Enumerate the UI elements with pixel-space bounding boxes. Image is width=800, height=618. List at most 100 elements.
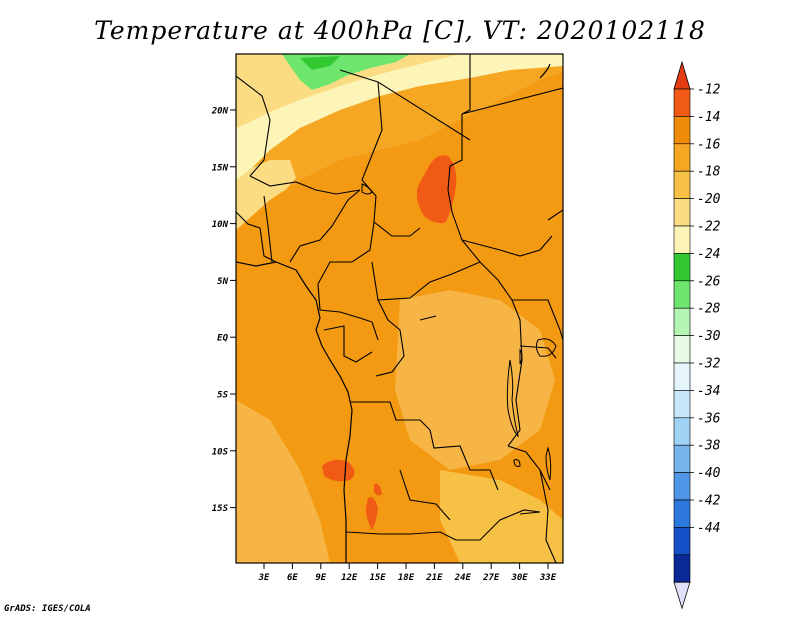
- border-libya-egypt: [377, 81, 471, 141]
- lake-victoria: [535, 338, 557, 357]
- colorbar-label: -40: [697, 466, 721, 481]
- colorbar-label: -22: [697, 220, 721, 235]
- lake-kivu: [519, 348, 523, 365]
- border-cameroon-gabon: [317, 283, 379, 341]
- colorbar-label: -16: [697, 137, 721, 152]
- border-benin: [263, 195, 273, 263]
- country-borders: [236, 54, 563, 563]
- colorbar-label: -38: [697, 439, 721, 454]
- chart-title: Temperature at 400hPa [C], VT: 202010211…: [94, 16, 706, 45]
- colorbar-label: -42: [697, 494, 721, 509]
- lon-tick-label: 33E: [539, 573, 557, 583]
- lat-tick-label: EQ: [217, 334, 228, 344]
- lake-mweru: [513, 459, 521, 467]
- lat-tick-label: 10S: [212, 447, 229, 457]
- hotspot-zambia: [366, 497, 378, 530]
- colorbar-label: -14: [697, 110, 720, 125]
- border-nigeria-cameroon: [289, 189, 361, 263]
- colorbar-swatch: [673, 198, 691, 227]
- band-southwest-light: [236, 400, 330, 563]
- lon-tick-label: 12E: [341, 573, 358, 583]
- lon-tick-label: 3E: [258, 573, 270, 583]
- colorbar-swatch: [673, 170, 691, 199]
- band-light-yellow: [236, 54, 460, 128]
- colorbar-swatch: [673, 417, 691, 446]
- border-drc-angola: [350, 401, 499, 491]
- colorbar-label: -28: [697, 302, 721, 317]
- lake-tanganyika: [506, 359, 519, 438]
- border-niger-nigeria: [249, 175, 361, 195]
- colorbar-swatch: [673, 253, 691, 282]
- colorbar-label: -36: [697, 411, 721, 426]
- colorbar: -12 -14 -16 -18 -20 -22 -24 -26 -28 -30 -32 -34 -36 -…: [673, 60, 721, 610]
- colorbar-swatch: [673, 499, 691, 528]
- border-chad-east: [361, 179, 421, 237]
- lat-tick-label: 15N: [212, 163, 229, 173]
- latitude-axis: 20N 15N 10N 5N EQ 5S 10S 15S: [211, 107, 236, 514]
- coast-red-sea: [539, 63, 551, 79]
- colorbar-swatch: [673, 225, 691, 254]
- lon-tick-label: 18E: [398, 573, 415, 583]
- colorbar-label: -44: [697, 521, 720, 536]
- border-mozambique: [539, 469, 557, 563]
- border-zambia-zimbabwe: [456, 509, 541, 541]
- colorbar-label: -26: [697, 274, 721, 289]
- hotspot-sudan: [416, 155, 457, 224]
- hotspot-zambia-2: [374, 483, 382, 496]
- colorbar-label: -24: [697, 247, 720, 262]
- border-sudan-west: [447, 114, 499, 281]
- lon-tick-label: 24E: [454, 573, 472, 583]
- border-gabon-congo: [323, 325, 373, 363]
- lon-tick-label: 27E: [482, 573, 500, 583]
- colorbar-swatch: [673, 527, 691, 556]
- temperature-fill: [236, 54, 563, 563]
- border-uganda-kenya: [512, 299, 563, 341]
- colorbar-label: -32: [697, 357, 721, 372]
- lake-chad: [361, 183, 373, 195]
- colorbar-swatch: [673, 390, 691, 419]
- border-uganda-south: [519, 345, 557, 359]
- longitude-axis: 3E 6E 9E 12E 15E 18E 21E 24E 27E 30E 33E: [258, 563, 557, 583]
- border-tanzania-south: [507, 445, 551, 491]
- lat-tick-label: 5S: [217, 391, 228, 401]
- lake-tumba: [419, 315, 437, 321]
- lat-tick-label: 20N: [211, 107, 229, 117]
- lon-tick-label: 30E: [510, 573, 528, 583]
- lon-tick-label: 15E: [369, 573, 386, 583]
- colorbar-top-arrow: [673, 60, 691, 90]
- border-kenya-somalia: [547, 209, 563, 221]
- colorbar-swatch: [673, 444, 691, 473]
- colorbar-swatch: [673, 116, 691, 145]
- border-west-africa: [236, 211, 277, 263]
- border-chad-south: [317, 221, 375, 285]
- lon-tick-label: 21E: [425, 573, 443, 583]
- colorbar-label: -12: [697, 83, 721, 98]
- lake-kariba: [519, 511, 541, 515]
- border-egypt-sudan: [461, 54, 563, 115]
- border-libya-chad: [339, 69, 383, 181]
- hotspot-angola: [322, 459, 355, 482]
- band-green-dark: [300, 56, 340, 70]
- lakes: [361, 183, 557, 515]
- lat-tick-label: 5N: [217, 277, 228, 287]
- border-ethiopia: [461, 235, 553, 257]
- lon-tick-label: 9E: [315, 573, 326, 583]
- colorbar-label: -34: [697, 384, 720, 399]
- border-angola-namibia: [345, 531, 457, 541]
- lat-tick-label: 10N: [212, 220, 229, 230]
- colorbar-swatch: [673, 335, 691, 364]
- footer-credit: GrADS: IGES/COLA: [4, 604, 91, 614]
- lon-tick-label: 6E: [287, 573, 298, 583]
- colorbar-label: -18: [697, 165, 721, 180]
- border-angola-zambia: [399, 469, 451, 521]
- border-algeria-niger: [236, 75, 271, 177]
- coast-gulf-of-guinea: [236, 261, 353, 563]
- colorbar-swatch: [673, 472, 691, 501]
- map-frame: [235, 53, 564, 564]
- colorbar-label: -30: [697, 329, 721, 344]
- border-congo-drc: [375, 299, 405, 377]
- coastline: [236, 63, 551, 563]
- colorbar-bottom-arrow: [673, 581, 691, 610]
- colorbar-swatch: [673, 307, 691, 336]
